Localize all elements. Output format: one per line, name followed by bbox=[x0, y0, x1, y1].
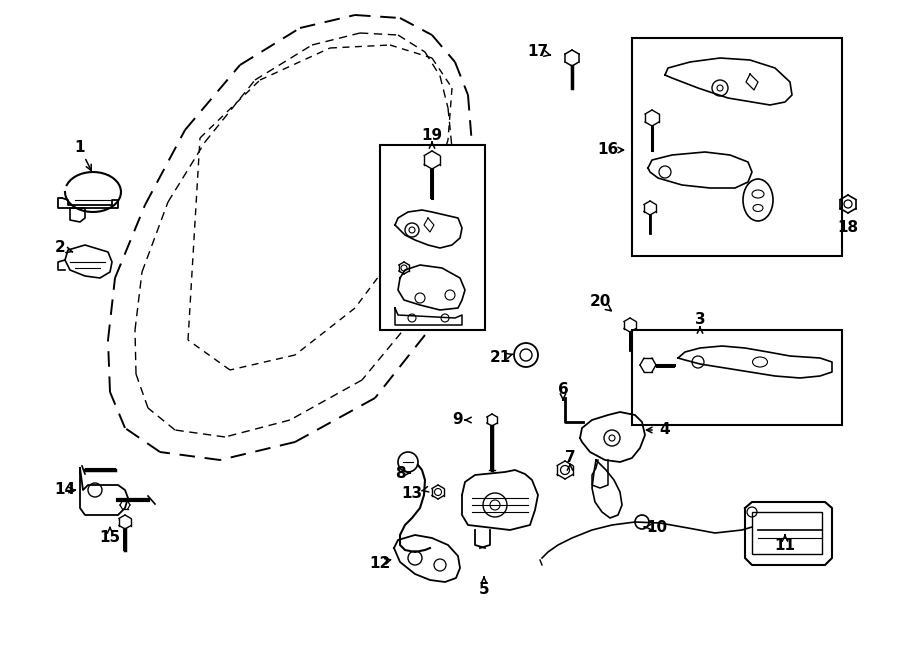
Bar bbox=[752, 512, 822, 554]
Bar bbox=[632, 38, 842, 256]
Text: 11: 11 bbox=[775, 537, 796, 553]
Text: 3: 3 bbox=[695, 313, 706, 327]
Bar bbox=[632, 330, 842, 425]
Text: 20: 20 bbox=[590, 295, 611, 309]
Text: 14: 14 bbox=[54, 483, 76, 498]
Text: 4: 4 bbox=[660, 422, 670, 438]
Text: 10: 10 bbox=[646, 520, 668, 535]
Text: 7: 7 bbox=[564, 451, 575, 465]
Text: 6: 6 bbox=[558, 383, 569, 397]
Text: 12: 12 bbox=[369, 555, 391, 570]
Bar bbox=[380, 145, 485, 330]
Text: 19: 19 bbox=[421, 128, 443, 143]
Text: 2: 2 bbox=[55, 241, 66, 256]
Text: 15: 15 bbox=[99, 531, 121, 545]
Text: 8: 8 bbox=[395, 465, 405, 481]
Text: 17: 17 bbox=[527, 44, 549, 59]
Text: 18: 18 bbox=[837, 221, 859, 235]
Text: 5: 5 bbox=[479, 582, 490, 598]
Text: 13: 13 bbox=[401, 485, 423, 500]
Text: 16: 16 bbox=[598, 143, 618, 157]
Text: 9: 9 bbox=[453, 412, 464, 428]
Text: 1: 1 bbox=[75, 141, 86, 155]
Text: 21: 21 bbox=[490, 350, 510, 366]
